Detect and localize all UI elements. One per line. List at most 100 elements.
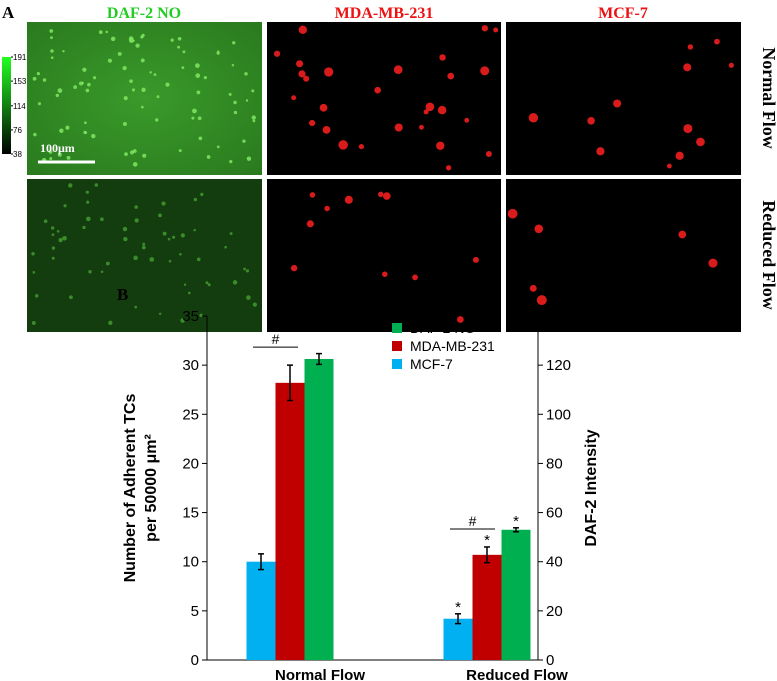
cell-spot <box>180 318 185 323</box>
cell-spot <box>82 67 87 72</box>
cell-spot <box>675 151 684 160</box>
cell-spot <box>168 259 172 263</box>
cell-spot <box>110 36 116 42</box>
cell-spot <box>233 100 237 105</box>
cell-spot <box>728 62 734 68</box>
cell-spot <box>587 117 595 125</box>
cell-spot <box>232 41 236 45</box>
cell-spot <box>183 283 187 286</box>
cell-spot <box>233 110 238 115</box>
cell-spot <box>191 116 195 120</box>
cell-spot <box>149 257 155 262</box>
cell-spot <box>224 245 227 249</box>
cell-spot <box>48 150 53 154</box>
group-annotation: # <box>469 513 477 529</box>
bar <box>443 618 473 660</box>
cell-spot <box>231 64 235 67</box>
colorbar-tick-label: 191 <box>13 53 27 62</box>
cell-spot <box>142 242 146 246</box>
cell-spot <box>244 72 248 76</box>
cell-spot <box>382 271 388 277</box>
cell-spot <box>423 109 429 115</box>
cell-spot <box>229 160 233 164</box>
cell-spot <box>242 139 246 143</box>
cell-spot <box>207 283 211 287</box>
cell-spot <box>135 43 140 48</box>
significance-label: * <box>513 513 519 530</box>
y2-tick-label: 40 <box>546 554 563 571</box>
cell-spot <box>85 88 90 93</box>
cell-spot <box>56 229 60 233</box>
legend-swatch <box>392 341 402 351</box>
cell-spot <box>62 235 67 241</box>
cell-spot <box>134 218 139 223</box>
legend-label: MCF-7 <box>410 356 453 372</box>
cell-spot <box>382 192 391 200</box>
cell-spot <box>687 44 694 50</box>
cell-spot <box>290 264 298 272</box>
cell-spot <box>141 87 146 93</box>
cell-spot <box>596 147 605 156</box>
cell-spot <box>196 90 201 95</box>
cell-spot <box>87 82 91 87</box>
cell-spot <box>170 38 174 42</box>
cell-spot <box>536 295 547 306</box>
cell-spot <box>437 105 447 115</box>
y2-tick-label: 60 <box>546 505 563 522</box>
error-bar <box>287 364 293 402</box>
cell-spot <box>128 36 134 42</box>
cell-spot <box>172 235 176 239</box>
colorbar <box>2 57 11 154</box>
cell-spot <box>69 295 73 300</box>
cell-spot <box>309 192 316 198</box>
cell-spot <box>298 70 306 78</box>
cell-spot <box>251 89 255 93</box>
cell-spot <box>94 183 99 187</box>
cell-spot <box>193 197 198 202</box>
legend-swatch <box>392 323 402 333</box>
y-tick-label: 15 <box>182 505 199 522</box>
cell-spot <box>534 224 544 234</box>
cell-spot <box>50 226 55 230</box>
colorbar-tick-label: 153 <box>13 77 27 86</box>
y-tick-label: 20 <box>182 455 199 472</box>
cell-spot <box>303 75 310 82</box>
cell-spot <box>43 219 48 224</box>
cell-spot <box>472 256 479 263</box>
cell-spot <box>51 256 55 260</box>
cell-spot <box>178 149 182 153</box>
cell-spot <box>105 261 110 266</box>
cell-spot <box>162 231 167 236</box>
cell-spot <box>132 162 138 167</box>
cell-spot <box>91 133 96 139</box>
cell-spot <box>177 36 182 41</box>
colorbar-tick-label: 76 <box>13 126 22 135</box>
cell-spot <box>203 75 207 80</box>
colorbar-tick-label: 114 <box>13 102 26 111</box>
cell-spot <box>529 284 537 292</box>
cell-spot <box>98 30 103 35</box>
cell-spot <box>273 50 281 57</box>
cell-spot <box>108 320 113 325</box>
cell-spot <box>493 27 499 33</box>
cell-spot <box>193 228 196 232</box>
cell-spot <box>50 36 53 40</box>
cell-spot <box>122 226 128 232</box>
bar-chart: B 0 5 10 15 20 25 30 35 0 20 40 60 80 100 120 140 Number … <box>117 285 600 681</box>
cell-spot <box>412 274 418 281</box>
cell-spot <box>714 38 720 45</box>
cell-spot <box>86 200 90 204</box>
cell-spot <box>55 93 60 98</box>
cell-spot <box>309 119 316 127</box>
cell-spot <box>37 102 41 106</box>
cell-spot <box>49 29 54 33</box>
cell-spot <box>158 312 162 316</box>
cell-spot <box>177 45 181 49</box>
significance-label: * <box>455 599 461 616</box>
cell-spot <box>243 267 246 271</box>
cell-spot <box>229 232 233 236</box>
cell-spot <box>51 246 56 250</box>
bar <box>501 529 531 660</box>
cell-spot <box>228 92 232 96</box>
